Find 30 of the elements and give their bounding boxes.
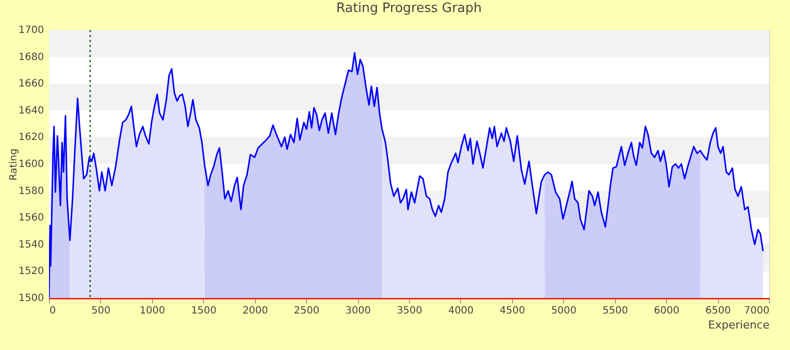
- y-tick-label: 1600: [18, 159, 44, 170]
- y-tick-label: 1680: [18, 52, 44, 63]
- x-tick-label: 2000: [242, 306, 268, 316]
- y-tick-label: 1560: [18, 212, 44, 224]
- x-tick-label: 1500: [191, 306, 217, 316]
- x-tick-label: 4000: [448, 306, 474, 316]
- line-series: [49, 52, 764, 298]
- y-tick-label: 1640: [18, 105, 44, 116]
- x-tick-label: 5500: [602, 306, 628, 316]
- x-axis-title: Experience: [708, 318, 770, 332]
- x-tick-label: 2500: [294, 306, 320, 316]
- y-tick-label: 1500: [18, 293, 44, 304]
- y-tick-label: 1520: [18, 266, 44, 278]
- x-tick-label: 3500: [396, 306, 422, 316]
- y-axis-title: Rating: [8, 148, 20, 181]
- x-tick-label: 0: [50, 306, 56, 316]
- x-tick-label: 7000: [744, 306, 770, 316]
- y-tick-label: 1580: [18, 186, 44, 197]
- x-tick-label: 3000: [345, 306, 371, 316]
- x-tick-label: 5000: [551, 306, 577, 316]
- y-tick-label: 1660: [18, 78, 44, 90]
- x-tick-label: 6000: [654, 306, 680, 316]
- chart-title: Rating Progress Graph: [336, 1, 482, 16]
- x-tick-label: 6500: [705, 306, 731, 316]
- y-tick-label: 1540: [18, 239, 44, 250]
- y-tick-label: 1620: [18, 132, 44, 144]
- x-tick-label: 1000: [140, 306, 166, 316]
- y-tick-label: 1700: [18, 25, 44, 36]
- x-tick-label: 500: [91, 306, 110, 316]
- x-tick-label: 4500: [500, 306, 526, 316]
